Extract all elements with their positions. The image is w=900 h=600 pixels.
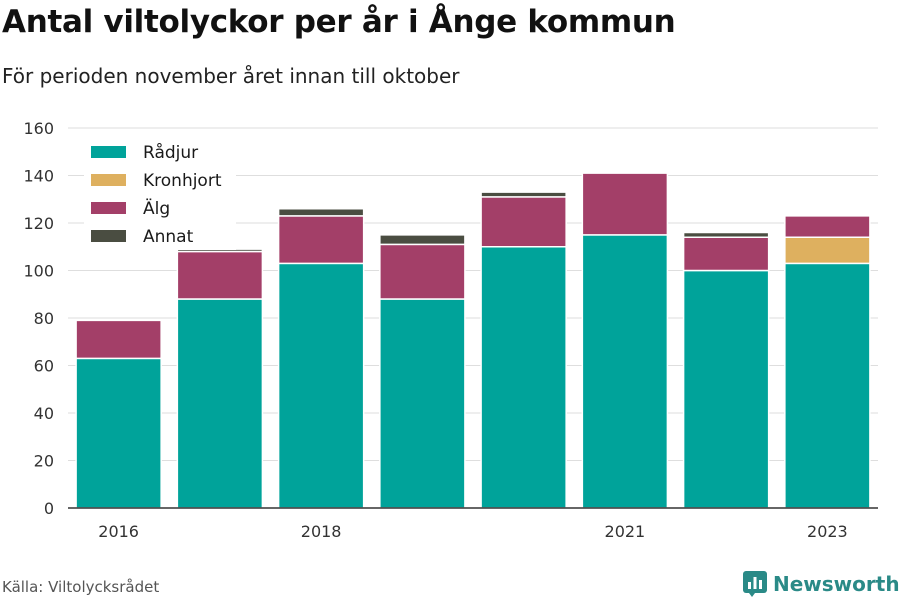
bar-segment (379, 298, 466, 509)
x-tick-label: 2018 (301, 522, 342, 541)
chart-title: Antal viltolyckor per år i Ånge kommun (2, 4, 676, 40)
legend-swatch (91, 230, 126, 242)
bar-segment (277, 262, 365, 509)
brand: Newsworthy (743, 570, 900, 598)
x-tick-label: 2023 (807, 522, 848, 541)
brand-name: Newsworthy (773, 572, 900, 596)
x-tick-label: 2021 (605, 522, 646, 541)
bar-segment (581, 172, 669, 236)
bar-segment (480, 196, 567, 248)
y-tick-label: 20 (34, 452, 54, 471)
bar-segment (682, 236, 770, 272)
y-tick-label: 120 (23, 214, 54, 233)
source-note: Källa: Viltolycksrådet (2, 578, 160, 596)
legend-label: Annat (143, 227, 194, 247)
bar-segment (379, 243, 466, 300)
x-tick-label: 2016 (98, 522, 139, 541)
bar-segment (784, 236, 871, 265)
bar-segment (682, 231, 770, 238)
legend-label: Rådjur (143, 142, 198, 163)
bar-segment (784, 262, 871, 509)
legend-label: Kronhjort (143, 171, 222, 191)
bar-segment (75, 319, 162, 360)
bar-segment (379, 234, 466, 246)
legend-label: Älg (143, 198, 170, 219)
legend-swatch (91, 202, 126, 214)
y-tick-label: 40 (34, 404, 54, 423)
bar-segment (176, 250, 264, 300)
legend-swatch (91, 174, 126, 186)
bar-segment (480, 246, 567, 509)
chart-subtitle: För perioden november året innan till ok… (2, 64, 460, 88)
bar-segment (480, 191, 567, 198)
y-tick-label: 100 (23, 262, 54, 281)
y-tick-label: 80 (34, 309, 54, 328)
bar-segment (176, 298, 264, 509)
bar-segment (277, 208, 365, 217)
y-tick-label: 140 (23, 167, 54, 186)
bar-segment (75, 357, 162, 509)
y-tick-label: 0 (44, 499, 54, 518)
stacked-bar-chart: 0 20 40 60 80 100 120 140 160 2016 2018 2021 2023 Råd… (23, 119, 878, 541)
bar-segment (581, 234, 669, 509)
bar-segment (682, 269, 770, 509)
bar-chart-logo-icon (743, 571, 767, 597)
legend-swatch (91, 146, 126, 158)
y-tick-label: 160 (23, 119, 54, 138)
bar-segment (277, 215, 365, 265)
bar-segment (784, 215, 871, 238)
y-tick-label: 60 (34, 357, 54, 376)
